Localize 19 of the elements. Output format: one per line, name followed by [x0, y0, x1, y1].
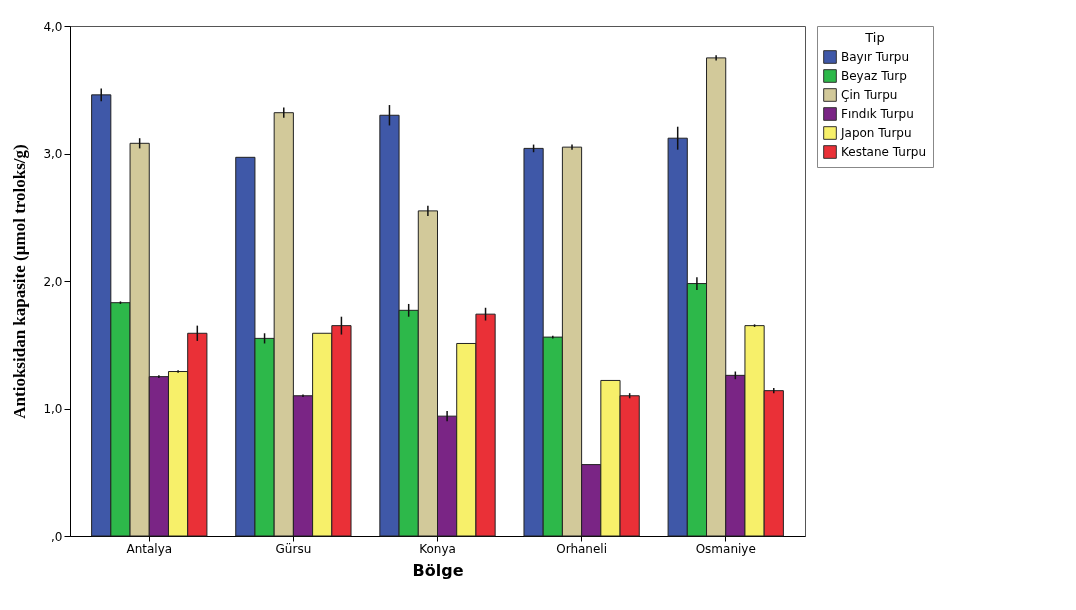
x-tick-label: Gürsu	[275, 541, 312, 556]
y-axis-title: Antioksidan kapasite (µmol troloks/g)	[10, 144, 30, 419]
y-tick-label: 1,0	[43, 402, 63, 416]
legend-label: Bayır Turpu	[841, 50, 910, 64]
x-tick-label: Konya	[419, 541, 456, 556]
y-tick-label: ,0	[51, 529, 63, 544]
x-axis-title: Bölge	[412, 560, 464, 580]
legend-title: Tip	[864, 30, 885, 45]
legend-label: Beyaz Turp	[841, 69, 907, 83]
y-tick-label: 3,0	[43, 147, 63, 161]
legend-label: Çin Turpu	[841, 88, 898, 102]
legend-label: Fındık Turpu	[841, 107, 914, 121]
y-tick-label: 2,0	[43, 274, 63, 289]
y-tick-label: 4,0	[43, 19, 63, 34]
legend-label: Kestane Turpu	[841, 145, 927, 159]
legend-label: Japon Turpu	[840, 126, 912, 140]
x-tick-label: Antalya	[126, 541, 173, 556]
x-tick-label: Orhaneli	[556, 541, 608, 556]
x-tick-label: Osmaniye	[695, 541, 756, 556]
